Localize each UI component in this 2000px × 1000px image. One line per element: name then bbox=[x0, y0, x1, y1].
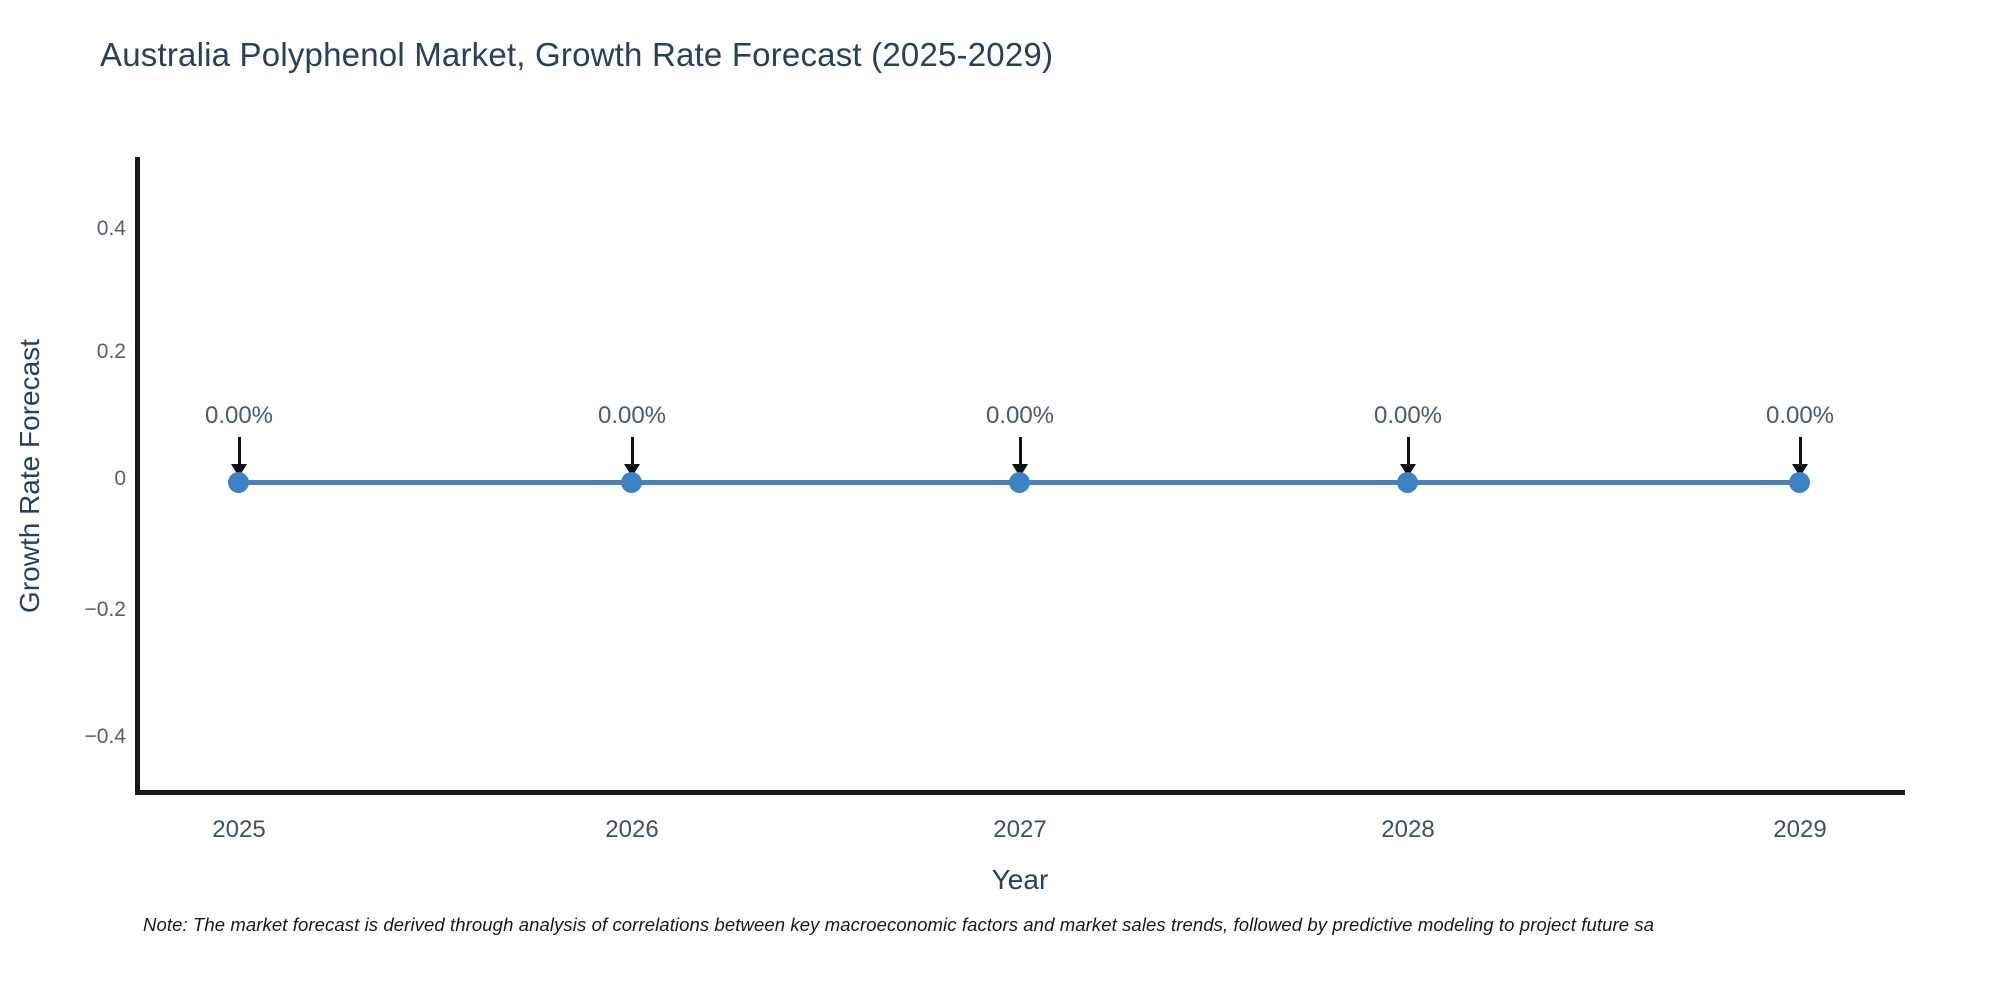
down-arrow-icon bbox=[237, 437, 241, 465]
x-tick-label: 2028 bbox=[1381, 816, 1435, 843]
annotation-label: 0.00% bbox=[204, 402, 274, 429]
footnote-container: Note: The market forecast is derived thr… bbox=[143, 914, 2000, 936]
annotation-label: 0.00% bbox=[1373, 402, 1443, 429]
y-axis-spine bbox=[135, 157, 140, 795]
x-axis-title: Year bbox=[991, 864, 1049, 895]
data-point-marker bbox=[621, 472, 642, 493]
annotation-label: 0.00% bbox=[985, 402, 1055, 429]
y-tick-label: 0 bbox=[114, 467, 126, 490]
x-tick-label: 2026 bbox=[605, 816, 659, 843]
annotation-label: 0.00% bbox=[1765, 402, 1835, 429]
x-tick-label: 2025 bbox=[212, 816, 266, 843]
y-tick-label: 0.2 bbox=[96, 340, 126, 363]
x-axis-spine bbox=[135, 790, 1905, 795]
y-tick-label: −0.2 bbox=[84, 598, 126, 621]
x-tick-label: 2027 bbox=[993, 816, 1047, 843]
down-arrow-icon bbox=[1018, 437, 1022, 465]
down-arrow-icon bbox=[1406, 437, 1410, 465]
data-point-marker bbox=[1789, 472, 1810, 493]
y-axis-title: Growth Rate Forecast bbox=[14, 339, 45, 613]
annotation-label: 0.00% bbox=[597, 402, 667, 429]
chart-title: Australia Polyphenol Market, Growth Rate… bbox=[100, 36, 1054, 73]
x-tick-label: 2029 bbox=[1773, 816, 1827, 843]
data-point-marker bbox=[1397, 472, 1418, 493]
data-point-marker bbox=[1009, 472, 1030, 493]
data-point-marker bbox=[228, 472, 249, 493]
y-tick-label: −0.4 bbox=[84, 725, 126, 748]
down-arrow-icon bbox=[630, 437, 634, 465]
footnote-text: Note: The market forecast is derived thr… bbox=[143, 914, 1655, 935]
y-tick-label: 0.4 bbox=[96, 217, 126, 240]
down-arrow-icon bbox=[1798, 437, 1802, 465]
